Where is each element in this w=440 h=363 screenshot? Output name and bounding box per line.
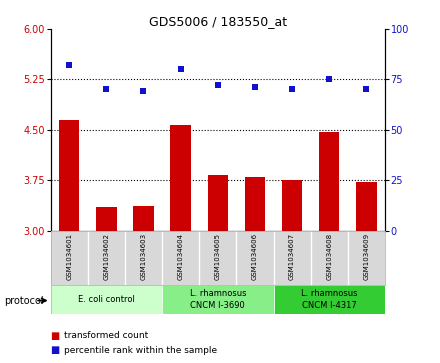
Text: E. coli control: E. coli control (78, 295, 135, 304)
Text: transformed count: transformed count (64, 331, 148, 340)
Text: GSM1034608: GSM1034608 (326, 233, 332, 280)
Bar (282, 180, 302, 231)
Text: ■: ■ (51, 345, 60, 355)
Point (140, 89, 147, 94)
Point (289, 86, 296, 92)
Text: GSM1034606: GSM1034606 (252, 233, 258, 280)
Bar (96, 207, 117, 231)
Text: GSM1034603: GSM1034603 (140, 233, 147, 280)
Bar (51, 285, 162, 314)
Bar (356, 182, 377, 231)
Bar (59, 120, 79, 231)
Text: L. rhamnosus
CNCM I-4317: L. rhamnosus CNCM I-4317 (301, 289, 358, 310)
Bar (208, 175, 228, 231)
Text: percentile rank within the sample: percentile rank within the sample (64, 346, 217, 355)
Text: GSM1034607: GSM1034607 (289, 233, 295, 280)
Text: L. rhamnosus
CNCM I-3690: L. rhamnosus CNCM I-3690 (190, 289, 246, 310)
Bar (170, 125, 191, 231)
Point (214, 82, 221, 88)
Text: GSM1034609: GSM1034609 (363, 233, 370, 280)
Bar (274, 285, 385, 314)
Bar (319, 132, 340, 231)
Point (66, 62, 73, 68)
Text: GSM1034601: GSM1034601 (66, 233, 72, 280)
Bar (245, 177, 265, 231)
Point (326, 77, 333, 82)
Text: GSM1034605: GSM1034605 (215, 233, 221, 280)
Title: GDS5006 / 183550_at: GDS5006 / 183550_at (149, 15, 287, 28)
Text: protocol: protocol (4, 295, 44, 306)
Bar (133, 206, 154, 231)
Text: GSM1034604: GSM1034604 (178, 233, 183, 280)
Text: ■: ■ (51, 331, 60, 341)
Point (363, 86, 370, 92)
Point (103, 86, 110, 92)
Point (177, 66, 184, 72)
Bar (162, 285, 274, 314)
Point (251, 85, 258, 90)
Text: GSM1034602: GSM1034602 (103, 233, 109, 280)
